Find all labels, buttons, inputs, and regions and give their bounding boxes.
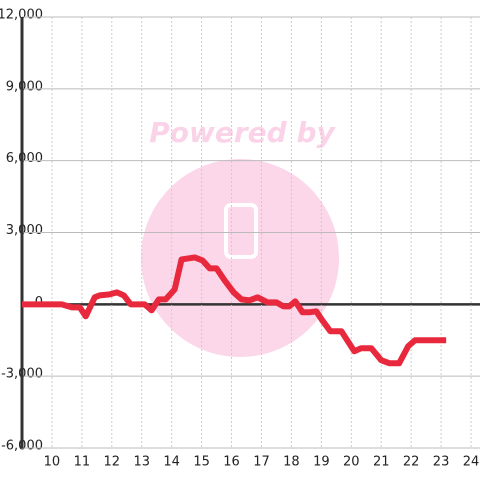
watermark-text: Powered by — [149, 116, 336, 149]
x-tick-label: 15 — [193, 455, 210, 470]
x-tick-label: 18 — [283, 455, 300, 470]
x-tick-label: 16 — [223, 455, 240, 470]
watermark-icon — [224, 203, 258, 259]
x-tick-label: 10 — [44, 455, 61, 470]
x-tick-label: 14 — [163, 455, 180, 470]
x-tick-label: 22 — [403, 455, 420, 470]
line-series — [22, 254, 447, 367]
x-tick-label: 19 — [313, 455, 330, 470]
x-tick-label: 24 — [463, 455, 480, 470]
y-tick-label: 3,000 — [6, 223, 43, 238]
x-tick-label: 13 — [133, 455, 150, 470]
x-tick-label: 11 — [74, 455, 91, 470]
x-tick-label: 21 — [373, 455, 390, 470]
x-tick-label: 20 — [343, 455, 360, 470]
x-tick-label: 17 — [253, 455, 270, 470]
y-tick-label: 6,000 — [6, 151, 43, 166]
y-tick-label: 12,000 — [0, 8, 43, 23]
x-tick-label: 12 — [104, 455, 121, 470]
x-tick-label: 23 — [433, 455, 450, 470]
y-tick-label: 9,000 — [6, 79, 43, 94]
